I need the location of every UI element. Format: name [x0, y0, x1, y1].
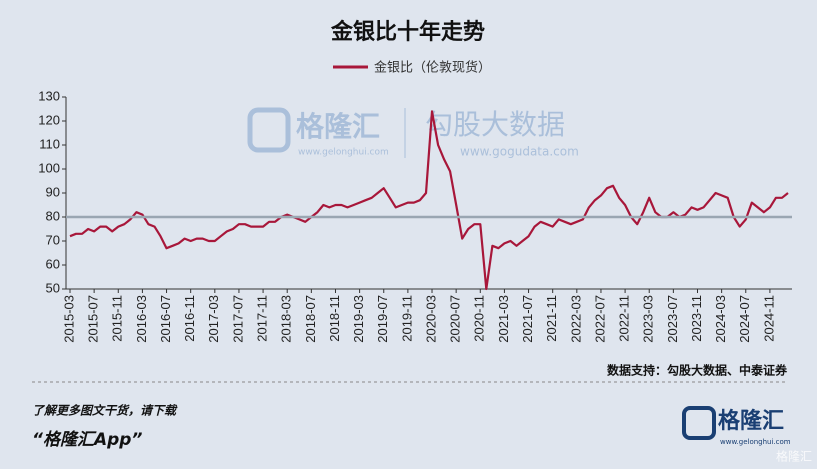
x-tick-label: 2023-03 — [641, 295, 656, 343]
y-tick-label: 130 — [38, 88, 60, 103]
x-tick-label: 2015-07 — [86, 295, 101, 343]
x-tick-label: 2021-11 — [544, 295, 559, 342]
chart-title: 金银比十年走势 — [330, 19, 485, 45]
x-tick-label: 2024-03 — [713, 295, 728, 343]
y-tick-label: 70 — [46, 232, 60, 247]
watermark-logo — [247, 107, 291, 153]
watermark-partner: 勾股大数据 — [425, 108, 565, 141]
x-tick-label: 2015-11 — [110, 295, 125, 342]
x-tick-label: 2016-11 — [182, 295, 197, 342]
watermark-brand: 格隆汇 — [296, 110, 380, 143]
x-tick-label: 2021-07 — [520, 295, 535, 343]
x-tick-label: 2024-07 — [737, 295, 752, 343]
y-tick-label: 80 — [46, 208, 60, 223]
x-tick-label: 2019-03 — [351, 295, 366, 343]
series-line — [69, 110, 789, 291]
x-tick-label: 2020-07 — [448, 295, 463, 343]
x-tick-label: 2022-03 — [568, 295, 583, 343]
x-tick-label: 2023-07 — [665, 295, 680, 343]
x-tick-label: 2018-03 — [279, 295, 294, 343]
footer-prompt: 了解更多图文干货，请下载 — [32, 404, 178, 418]
x-tick-label: 2024-11 — [761, 295, 776, 342]
x-tick-label: 2022-11 — [617, 295, 632, 342]
x-tick-label: 2018-11 — [327, 295, 342, 342]
footer-logo-url: www.gelonghui.com — [720, 438, 791, 446]
source: 数据支持：勾股大数据、中泰证券 — [607, 363, 788, 378]
y-tick-label: 50 — [46, 280, 60, 295]
legend-label: 金银比（伦敦现货） — [374, 60, 491, 76]
y-tick-label: 100 — [38, 160, 60, 175]
y-tick-label: 60 — [46, 256, 60, 271]
footer-app: “格隆汇App” — [32, 430, 142, 450]
x-tick-label: 2017-11 — [255, 295, 270, 342]
x-tick-label: 2018-07 — [303, 295, 318, 343]
x-tick-label: 2017-03 — [206, 295, 221, 343]
y-tick-label: 90 — [46, 184, 60, 199]
x-tick-label: 2016-03 — [134, 295, 149, 343]
watermark-url: www.gogudata.com — [460, 145, 579, 159]
watermark: 格隆汇 www.gelonghui.com 勾股大数据 www.gogudata… — [247, 107, 579, 159]
x-tick-label: 2019-11 — [399, 295, 414, 342]
x-tick-label: 2015-03 — [61, 295, 76, 343]
y-tick-label: 120 — [38, 112, 60, 127]
x-tick-label: 2017-07 — [230, 295, 245, 343]
x-tick-label: 2016-07 — [158, 295, 173, 343]
x-tick-label: 2019-07 — [375, 295, 390, 343]
x-tick-label: 2021-03 — [496, 295, 511, 343]
x-tick-label: 2022-07 — [592, 295, 607, 343]
watermark-url: www.gelonghui.com — [298, 148, 389, 158]
corner-watermark: 格隆汇 — [776, 449, 812, 464]
y-tick-label: 110 — [39, 136, 60, 151]
x-tick-label: 2020-03 — [423, 295, 438, 343]
x-tick-label: 2020-11 — [472, 295, 487, 342]
x-tick-label: 2023-11 — [689, 295, 704, 342]
footer-logo: 格隆汇 — [718, 408, 784, 434]
logo-icon — [682, 406, 716, 440]
